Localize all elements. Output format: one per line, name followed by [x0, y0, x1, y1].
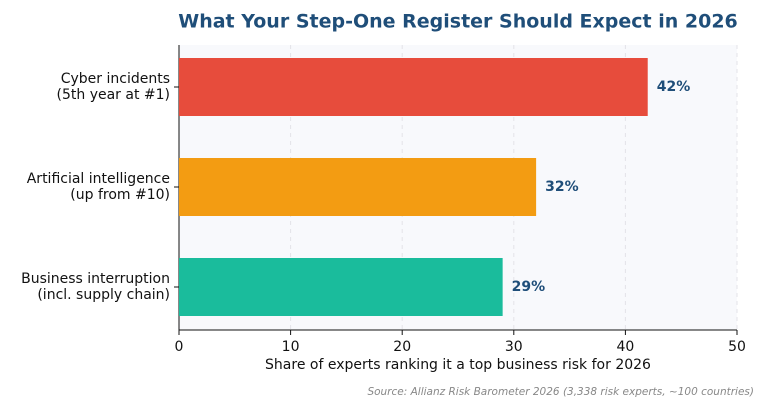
- x-tick-label: 10: [282, 339, 300, 355]
- x-tick-label: 30: [505, 339, 523, 355]
- x-tick-label: 50: [728, 339, 746, 355]
- bar: [179, 58, 648, 116]
- chart-title: What Your Step-One Register Should Expec…: [178, 11, 738, 33]
- x-axis-label: Share of experts ranking it a top busine…: [265, 357, 651, 373]
- y-tick-label: Artificial intelligence (up from #10): [27, 171, 170, 203]
- x-tick-label: 40: [616, 339, 634, 355]
- value-label: 32%: [545, 179, 579, 195]
- y-tick-label: Cyber incidents (5th year at #1): [57, 71, 170, 103]
- x-tick-label: 0: [175, 339, 184, 355]
- value-label: 29%: [512, 279, 546, 295]
- value-label: 42%: [657, 79, 691, 95]
- x-tick-label: 20: [393, 339, 411, 355]
- bar: [179, 158, 537, 216]
- bar: [179, 258, 503, 316]
- y-tick-label: Business interruption (incl. supply chain…: [21, 271, 170, 303]
- source-note: Source: Allianz Risk Barometer 2026 (3,3…: [367, 386, 754, 398]
